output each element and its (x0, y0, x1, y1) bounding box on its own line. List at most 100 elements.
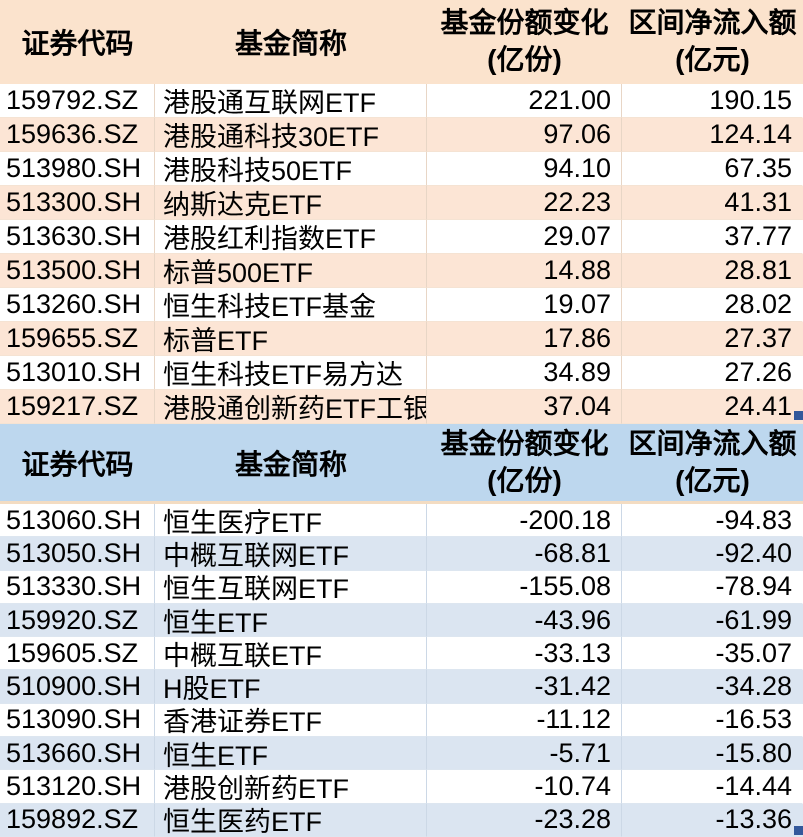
net-inflow-cell[interactable]: -13.36 (622, 804, 803, 837)
share-change-cell[interactable]: 221.00 (427, 84, 622, 118)
security-code-cell[interactable]: 159892.SZ (0, 803, 155, 837)
share-change-cell[interactable]: -23.28 (427, 803, 622, 837)
table-row: 513630.SH 港股红利指数ETF 29.07 37.77 (0, 220, 803, 254)
net-inflow-cell[interactable]: -78.94 (622, 571, 803, 604)
fund-name-cell[interactable]: 港股红利指数ETF (155, 220, 427, 254)
selection-handle[interactable] (794, 826, 803, 835)
table-row: 513050.SH 中概互联网ETF -68.81 -92.40 (0, 537, 803, 571)
header-share-change-label: 基金份额变化 (440, 7, 609, 39)
share-change-cell[interactable]: -155.08 (427, 570, 622, 604)
header-net-inflow-unit: (亿元) (675, 44, 750, 75)
security-code-cell[interactable]: 513060.SH (0, 504, 155, 538)
header-share-change[interactable]: 基金份额变化 (亿份) (427, 424, 622, 501)
security-code-cell[interactable]: 159655.SZ (0, 322, 155, 356)
fund-name-cell[interactable]: 港股通互联网ETF (155, 84, 427, 118)
share-change-cell[interactable]: -11.12 (427, 703, 622, 738)
header-net-inflow[interactable]: 区间净流入额 (亿元) (622, 0, 803, 84)
share-change-cell[interactable]: -5.71 (427, 737, 622, 771)
share-change-cell[interactable]: 37.04 (427, 390, 622, 424)
fund-name-cell[interactable]: 恒生ETF (155, 737, 427, 771)
net-inflow-cell[interactable]: 67.35 (622, 152, 803, 186)
security-code-cell[interactable]: 159792.SZ (0, 84, 155, 118)
header-security-code[interactable]: 证券代码 (21, 28, 134, 59)
net-inflow-cell[interactable]: 41.31 (622, 186, 803, 220)
table-row: 513010.SH 恒生科技ETF易方达 34.89 27.26 (0, 356, 803, 390)
net-inflow-cell[interactable]: 27.37 (622, 322, 803, 356)
share-change-cell[interactable]: 14.88 (427, 254, 622, 288)
security-code-cell[interactable]: 513260.SH (0, 288, 155, 322)
table-row: 159920.SZ 恒生ETF -43.96 -61.99 (0, 603, 803, 638)
security-code-cell[interactable]: 513500.SH (0, 254, 155, 288)
net-inflow-cell[interactable]: -16.53 (622, 704, 803, 738)
header-net-inflow[interactable]: 区间净流入额 (亿元) (622, 424, 803, 501)
security-code-cell[interactable]: 513330.SH (0, 570, 155, 604)
fund-name-cell[interactable]: 港股科技50ETF (155, 152, 427, 186)
fund-name-cell[interactable]: 标普500ETF (155, 254, 427, 288)
share-change-cell[interactable]: 19.07 (427, 288, 622, 322)
fund-name-cell[interactable]: 恒生医疗ETF (155, 504, 427, 538)
fund-name-cell[interactable]: 恒生医药ETF (155, 803, 427, 837)
share-change-cell[interactable]: -10.74 (427, 770, 622, 804)
share-change-cell[interactable]: 22.23 (427, 186, 622, 220)
net-inflow-cell[interactable]: -14.44 (622, 770, 803, 804)
fund-name-cell[interactable]: 恒生科技ETF易方达 (155, 356, 427, 390)
fund-name-cell[interactable]: 恒生互联网ETF (155, 570, 427, 604)
selection-handle[interactable] (794, 411, 803, 420)
fund-name-cell[interactable]: 恒生科技ETF基金 (155, 288, 427, 322)
net-inflow-cell[interactable]: 190.15 (622, 84, 803, 118)
security-code-cell[interactable]: 513120.SH (0, 770, 155, 804)
fund-name-cell[interactable]: H股ETF (155, 670, 427, 704)
share-change-cell[interactable]: 17.86 (427, 322, 622, 356)
fund-name-cell[interactable]: 中概互联网ETF (155, 537, 427, 571)
share-change-cell[interactable]: -200.18 (427, 504, 622, 538)
fund-name-cell[interactable]: 中概互联ETF (155, 637, 427, 671)
share-change-cell[interactable]: 29.07 (427, 220, 622, 254)
security-code-cell[interactable]: 159920.SZ (0, 603, 155, 638)
share-change-cell[interactable]: -31.42 (427, 670, 622, 704)
net-inflow-cell[interactable]: -92.40 (622, 537, 803, 571)
security-code-cell[interactable]: 510900.SH (0, 670, 155, 704)
security-code-cell[interactable]: 513050.SH (0, 537, 155, 571)
fund-name-cell[interactable]: 港股通科技30ETF (155, 118, 427, 152)
share-change-cell[interactable]: -33.13 (427, 637, 622, 671)
outflow-rows: 513060.SH 恒生医疗ETF -200.18 -94.83 513050.… (0, 504, 803, 837)
table-row: 513260.SH 恒生科技ETF基金 19.07 28.02 (0, 288, 803, 322)
share-change-cell[interactable]: 97.06 (427, 118, 622, 152)
security-code-cell[interactable]: 513980.SH (0, 152, 155, 186)
fund-name-cell[interactable]: 港股创新药ETF (155, 770, 427, 804)
security-code-cell[interactable]: 513630.SH (0, 220, 155, 254)
security-code-cell[interactable]: 513300.SH (0, 186, 155, 220)
security-code-cell[interactable]: 513660.SH (0, 737, 155, 771)
share-change-cell[interactable]: -43.96 (427, 603, 622, 638)
net-inflow-cell[interactable]: 28.81 (622, 254, 803, 288)
security-code-cell[interactable]: 513090.SH (0, 703, 155, 738)
net-inflow-cell[interactable]: 124.14 (622, 118, 803, 152)
net-inflow-cell[interactable]: 24.41 (622, 390, 803, 424)
fund-name-cell[interactable]: 香港证券ETF (155, 703, 427, 738)
net-inflow-cell[interactable]: 27.26 (622, 356, 803, 390)
header-security-code[interactable]: 证券代码 (21, 448, 134, 480)
fund-name-cell[interactable]: 标普ETF (155, 322, 427, 356)
security-code-cell[interactable]: 159636.SZ (0, 118, 155, 152)
net-inflow-cell[interactable]: 37.77 (622, 220, 803, 254)
net-inflow-cell[interactable]: -35.07 (622, 637, 803, 671)
table-row: 513120.SH 港股创新药ETF -10.74 -14.44 (0, 770, 803, 804)
share-change-cell[interactable]: 94.10 (427, 152, 622, 186)
net-inflow-cell[interactable]: -61.99 (622, 604, 803, 638)
net-inflow-cell[interactable]: -15.80 (622, 737, 803, 771)
fund-name-cell[interactable]: 纳斯达克ETF (155, 186, 427, 220)
net-inflow-cell[interactable]: 28.02 (622, 288, 803, 322)
header-fund-name[interactable]: 基金简称 (234, 448, 347, 480)
fund-name-cell[interactable]: 恒生ETF (155, 603, 427, 638)
share-change-cell[interactable]: -68.81 (427, 537, 622, 571)
fund-name-cell[interactable]: 港股通创新药ETF工银 (155, 390, 427, 424)
security-code-cell[interactable]: 159605.SZ (0, 637, 155, 671)
security-code-cell[interactable]: 513010.SH (0, 356, 155, 390)
share-change-cell[interactable]: 34.89 (427, 356, 622, 390)
net-inflow-cell[interactable]: -34.28 (622, 670, 803, 704)
header-fund-name[interactable]: 基金简称 (234, 28, 347, 59)
net-inflow-cell[interactable]: -94.83 (622, 504, 803, 538)
header-share-change[interactable]: 基金份额变化 (亿份) (427, 0, 622, 84)
outflow-header-row: 证券代码 基金简称 基金份额变化 (亿份) 区间净流入额 (亿元) (0, 424, 803, 504)
security-code-cell[interactable]: 159217.SZ (0, 390, 155, 424)
